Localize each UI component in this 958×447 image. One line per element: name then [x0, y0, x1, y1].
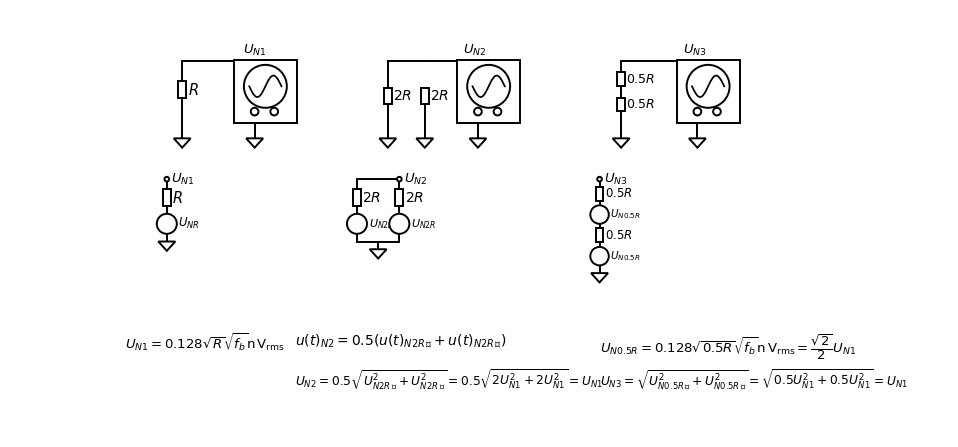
- Text: $2R$: $2R$: [362, 190, 381, 205]
- Circle shape: [493, 108, 501, 115]
- Bar: [617, 97, 625, 111]
- Text: $2R$: $2R$: [393, 89, 412, 103]
- Bar: [421, 88, 428, 105]
- Circle shape: [590, 247, 608, 266]
- Text: $U_{N2R}$: $U_{N2R}$: [369, 217, 394, 231]
- Text: $U_{N2}$: $U_{N2}$: [464, 43, 487, 58]
- Text: $U_{N3}$: $U_{N3}$: [604, 172, 627, 187]
- Text: $U_{N2}=0.5\sqrt{U^2_{N2R\,左}+U^2_{N2R\,右}}=0.5\sqrt{2U^2_{N1}+2U^2_{N1}}=U_{N1}: $U_{N2}=0.5\sqrt{U^2_{N2R\,左}+U^2_{N2R\,…: [295, 368, 604, 392]
- Circle shape: [397, 177, 401, 181]
- Text: $0.5R$: $0.5R$: [627, 72, 655, 85]
- Text: $U_{N1}=0.128\sqrt{R}\sqrt{f_b}{\rm n\,V_{rms}}$: $U_{N1}=0.128\sqrt{R}\sqrt{f_b}{\rm n\,V…: [125, 333, 285, 354]
- Polygon shape: [158, 241, 175, 251]
- Text: $R$: $R$: [188, 82, 198, 98]
- Circle shape: [713, 108, 720, 115]
- Polygon shape: [379, 138, 397, 148]
- Text: $2R$: $2R$: [430, 89, 449, 103]
- Bar: [234, 60, 297, 123]
- Text: $U_{NR}$: $U_{NR}$: [178, 216, 200, 232]
- Text: $u(t)_{N2}=0.5(u(t)_{N2R\,左}+u(t)_{N2R\,右})$: $u(t)_{N2}=0.5(u(t)_{N2R\,左}+u(t)_{N2R\,…: [295, 333, 507, 350]
- Text: $U_{N0.5R}$: $U_{N0.5R}$: [610, 249, 641, 263]
- Circle shape: [590, 205, 608, 224]
- Circle shape: [157, 214, 177, 234]
- Text: $U_{N0.5R}=0.128\sqrt{0.5R}\sqrt{f_b}{\rm n\,V_{rms}}=\dfrac{\sqrt{2}}{2}U_{N1}$: $U_{N0.5R}=0.128\sqrt{0.5R}\sqrt{f_b}{\r…: [600, 333, 855, 363]
- Text: $U_{N0.5R}$: $U_{N0.5R}$: [610, 208, 641, 221]
- Bar: [596, 228, 604, 242]
- Text: $0.5R$: $0.5R$: [604, 229, 632, 242]
- Bar: [396, 189, 403, 206]
- Text: $2R$: $2R$: [404, 190, 423, 205]
- Bar: [384, 88, 392, 105]
- Polygon shape: [591, 273, 608, 283]
- Bar: [596, 187, 604, 201]
- Bar: [163, 189, 171, 206]
- Text: $U_{N1}$: $U_{N1}$: [171, 172, 195, 187]
- Text: $R$: $R$: [172, 190, 183, 206]
- Text: $0.5R$: $0.5R$: [604, 187, 632, 200]
- Polygon shape: [689, 138, 706, 148]
- Polygon shape: [173, 138, 191, 148]
- Circle shape: [597, 177, 602, 181]
- Polygon shape: [246, 138, 263, 148]
- Bar: [676, 60, 740, 123]
- Circle shape: [389, 214, 409, 234]
- Text: $U_{N3}=\sqrt{U^2_{N0.5R\,下}+U^2_{N0.5R\,上}}=\sqrt{0.5U^2_{N1}+0.5U^2_{N1}}=U_{N: $U_{N3}=\sqrt{U^2_{N0.5R\,下}+U^2_{N0.5R\…: [600, 368, 908, 392]
- Bar: [178, 81, 186, 98]
- Circle shape: [270, 108, 278, 115]
- Text: $0.5R$: $0.5R$: [627, 98, 655, 111]
- Circle shape: [244, 65, 286, 108]
- Bar: [354, 189, 361, 206]
- Circle shape: [347, 214, 367, 234]
- Circle shape: [474, 108, 482, 115]
- Text: $U_{N2R}$: $U_{N2R}$: [411, 217, 437, 231]
- Bar: [457, 60, 520, 123]
- Circle shape: [687, 65, 730, 108]
- Polygon shape: [370, 249, 387, 258]
- Circle shape: [468, 65, 510, 108]
- Text: $U_{N3}$: $U_{N3}$: [683, 43, 706, 58]
- Circle shape: [165, 177, 170, 181]
- Polygon shape: [417, 138, 433, 148]
- Circle shape: [251, 108, 259, 115]
- Text: $U_{N2}$: $U_{N2}$: [404, 172, 427, 187]
- Polygon shape: [469, 138, 487, 148]
- Bar: [617, 72, 625, 86]
- Polygon shape: [612, 138, 629, 148]
- Circle shape: [694, 108, 701, 115]
- Text: $U_{N1}$: $U_{N1}$: [243, 43, 266, 58]
